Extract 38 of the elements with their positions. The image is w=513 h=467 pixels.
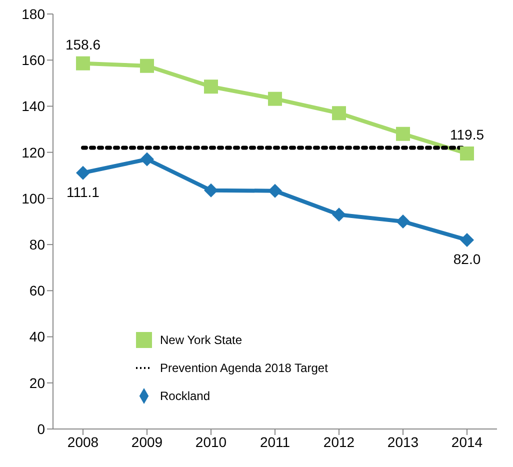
- point: [76, 56, 90, 70]
- point: [460, 232, 474, 247]
- legend-label: Prevention Agenda 2018 Target: [160, 361, 328, 375]
- x-tick-label: 2014: [451, 434, 483, 450]
- x-tick-label: 2012: [323, 434, 355, 450]
- data-label: 82.0: [453, 250, 481, 267]
- y-tick-label: 40: [29, 328, 46, 345]
- y-tick-label: 20: [29, 374, 46, 391]
- y-tick-label: 100: [22, 190, 46, 206]
- legend-label: Rockland: [160, 389, 210, 403]
- point: [396, 126, 410, 141]
- point: [140, 58, 154, 73]
- x-tick-label: 2013: [387, 434, 419, 450]
- point: [268, 184, 282, 198]
- point: [396, 214, 410, 228]
- point: [204, 183, 218, 198]
- y-tick-label: 60: [29, 282, 46, 299]
- legend-label: New York State: [160, 333, 242, 347]
- y-tick-label: 80: [29, 236, 46, 253]
- data-label: 158.6: [65, 36, 101, 52]
- x-tick-label: 2010: [195, 434, 227, 450]
- data-label: 119.5: [450, 126, 484, 142]
- data-label: 111.1: [66, 184, 100, 200]
- point: [204, 80, 218, 94]
- point: [332, 208, 346, 222]
- x-tick-label: 2009: [131, 434, 163, 450]
- y-tick-label: 140: [22, 98, 46, 114]
- point: [460, 146, 474, 160]
- point: [268, 92, 282, 106]
- point: [76, 166, 90, 180]
- y-tick-label: 120: [22, 144, 46, 160]
- y-tick-label: 0: [37, 420, 46, 437]
- point: [332, 106, 346, 120]
- y-tick-label: 180: [22, 6, 46, 22]
- x-tick-label: 2008: [67, 434, 99, 450]
- x-tick-label: 2011: [260, 434, 290, 450]
- y-tick-label: 160: [22, 52, 46, 68]
- point: [140, 152, 154, 166]
